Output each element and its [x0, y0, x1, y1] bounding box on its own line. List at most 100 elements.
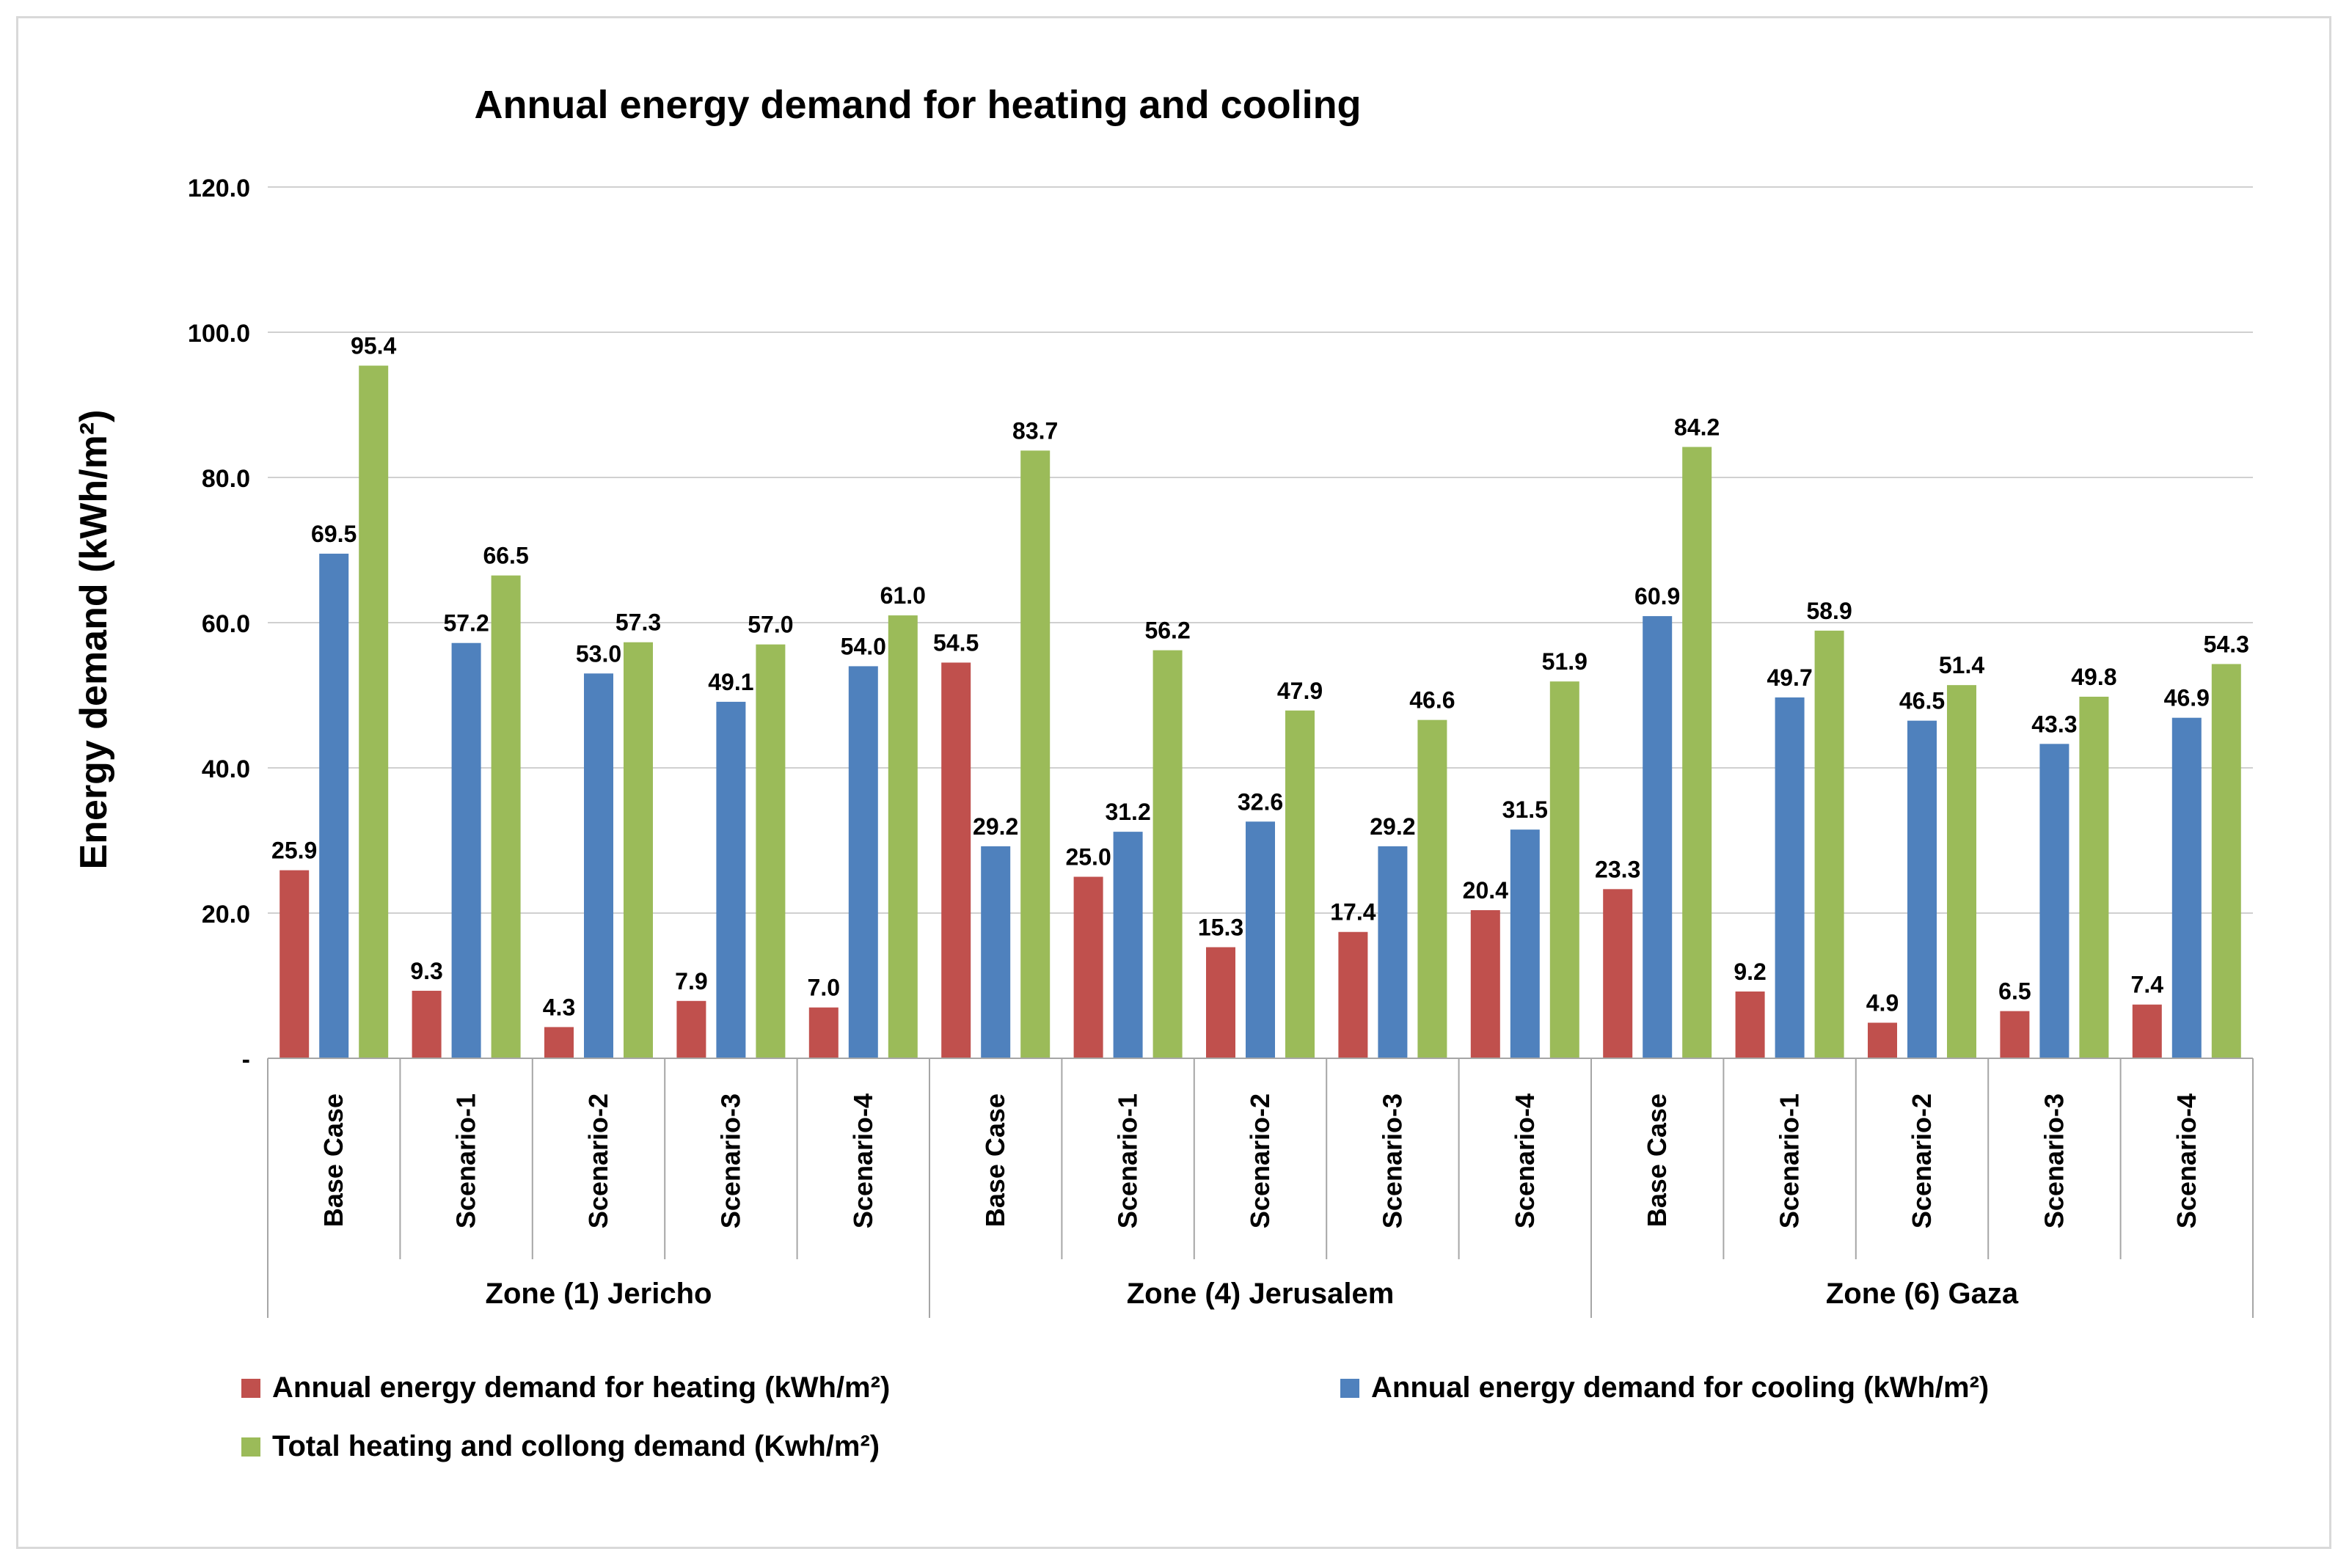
- data-label-cooling: 54.0: [841, 633, 886, 659]
- data-label-total: 51.9: [1542, 648, 1588, 675]
- bar-heating: [1603, 889, 1633, 1058]
- legend-swatch-cooling: [1340, 1378, 1359, 1398]
- y-tick-label: 100.0: [188, 320, 250, 348]
- legend-label-total: Total heating and collong demand (Kwh/m²…: [272, 1430, 880, 1462]
- bar-cooling: [2039, 744, 2069, 1058]
- bar-heating: [2132, 1004, 2162, 1058]
- data-label-cooling: 57.2: [443, 610, 489, 637]
- data-label-cooling: 49.1: [708, 669, 753, 695]
- data-label-heating: 4.3: [543, 994, 575, 1020]
- bar-total: [2079, 696, 2109, 1058]
- bar-heating: [941, 662, 971, 1058]
- x-tick-label: Scenario-2: [1245, 1093, 1275, 1228]
- x-tick-label: Base Case: [980, 1093, 1010, 1227]
- legend-label-cooling: Annual energy demand for cooling (kWh/m²…: [1371, 1371, 1990, 1404]
- bar-cooling: [1246, 821, 1275, 1058]
- data-label-heating: 23.3: [1595, 856, 1640, 882]
- data-label-cooling: 46.5: [1899, 688, 1945, 714]
- bar-total: [1682, 447, 1712, 1058]
- bar-cooling: [1775, 697, 1805, 1058]
- bar-cooling: [2171, 717, 2202, 1058]
- bar-cooling: [584, 673, 613, 1058]
- data-label-heating: 7.0: [808, 975, 840, 1001]
- x-tick-label: Base Case: [1642, 1093, 1672, 1227]
- data-label-cooling: 60.9: [1634, 583, 1680, 609]
- chart-frame: Annual energy demand for heating and coo…: [16, 16, 2331, 1549]
- data-label-heating: 54.5: [933, 629, 979, 656]
- data-label-heating: 25.0: [1065, 844, 1111, 871]
- bar-total: [359, 365, 389, 1058]
- bar-heating: [412, 990, 442, 1058]
- bar-total: [888, 615, 918, 1058]
- bar-total: [2211, 664, 2241, 1058]
- bar-heating: [676, 1000, 706, 1058]
- bar-total: [1947, 685, 1976, 1058]
- bar-total: [1285, 710, 1315, 1058]
- bar-cooling: [1113, 832, 1143, 1058]
- x-tick-label: Scenario-2: [583, 1093, 613, 1228]
- x-tick-label: Base Case: [318, 1093, 348, 1227]
- data-label-heating: 20.4: [1463, 877, 1508, 904]
- group-label: Zone (4) Jerusalem: [1127, 1278, 1395, 1310]
- bar-heating: [1868, 1022, 1897, 1058]
- chart-title: Annual energy demand for heating and coo…: [474, 83, 1361, 127]
- bar-total: [1417, 719, 1447, 1058]
- group-label: Zone (1) Jericho: [486, 1278, 712, 1310]
- bar-cooling: [981, 846, 1011, 1058]
- bar-total: [624, 642, 653, 1058]
- data-label-total: 51.4: [1939, 652, 1984, 678]
- bar-heating: [1338, 931, 1368, 1058]
- x-tick-label: Scenario-4: [848, 1093, 878, 1228]
- data-label-total: 83.7: [1012, 417, 1058, 444]
- x-tick-label: Scenario-1: [1775, 1093, 1805, 1228]
- bar-total: [1020, 450, 1051, 1058]
- data-label-total: 61.0: [880, 582, 926, 609]
- data-label-heating: 15.3: [1198, 915, 1243, 941]
- data-label-cooling: 29.2: [1370, 813, 1415, 840]
- legend-label-heating: Annual energy demand for heating (kWh/m²…: [272, 1371, 891, 1404]
- bar-heating: [1735, 991, 1765, 1058]
- bar-total: [1814, 630, 1844, 1058]
- group-label: Zone (6) Gaza: [1826, 1278, 2019, 1310]
- bar-total: [491, 575, 521, 1058]
- bar-total: [1152, 650, 1183, 1058]
- bar-total: [1549, 681, 1579, 1058]
- x-tick-label: Scenario-1: [1113, 1093, 1143, 1228]
- bar-heating: [1073, 876, 1103, 1058]
- bar-heating: [808, 1007, 839, 1058]
- bar-heating: [2000, 1011, 2030, 1058]
- x-tick-label: Scenario-4: [1510, 1093, 1540, 1228]
- data-label-cooling: 69.5: [311, 521, 357, 547]
- data-label-cooling: 46.9: [2164, 685, 2210, 711]
- data-label-cooling: 43.3: [2031, 711, 2077, 737]
- y-tick-label: 80.0: [202, 465, 250, 493]
- bar-cooling: [1643, 616, 1673, 1058]
- legend-item-heating: Annual energy demand for heating (kWh/m²…: [241, 1371, 890, 1404]
- y-axis-label: Energy demand (kWh/m²): [73, 410, 115, 870]
- bar-heating: [280, 870, 310, 1058]
- data-label-total: 49.8: [2071, 664, 2116, 690]
- data-label-total: 47.9: [1277, 678, 1323, 704]
- bar-chart: Annual energy demand for heating and coo…: [73, 83, 2254, 1318]
- data-label-cooling: 29.2: [973, 813, 1018, 840]
- data-label-cooling: 32.6: [1238, 788, 1283, 815]
- x-tick-label: Scenario-2: [1907, 1093, 1937, 1228]
- data-label-heating: 7.9: [675, 968, 707, 994]
- legend-swatch-heating: [241, 1378, 260, 1398]
- y-tick-label: -: [242, 1046, 250, 1074]
- data-label-heating: 6.5: [1998, 978, 2031, 1005]
- y-tick-label: 20.0: [202, 901, 250, 928]
- data-label-total: 57.3: [615, 609, 661, 636]
- x-tick-label: Scenario-3: [2039, 1093, 2069, 1228]
- bar-heating: [1470, 910, 1500, 1058]
- data-label-total: 95.4: [351, 333, 396, 359]
- x-tick-label: Scenario-1: [451, 1093, 481, 1228]
- y-tick-label: 60.0: [202, 610, 250, 638]
- bar-heating: [544, 1027, 574, 1058]
- data-label-heating: 9.2: [1734, 959, 1766, 985]
- y-tick-label: 40.0: [202, 755, 250, 783]
- data-label-heating: 25.9: [271, 838, 317, 864]
- data-label-heating: 9.3: [410, 958, 442, 984]
- x-tick-label: Scenario-3: [715, 1093, 745, 1228]
- data-label-heating: 4.9: [1866, 989, 1899, 1016]
